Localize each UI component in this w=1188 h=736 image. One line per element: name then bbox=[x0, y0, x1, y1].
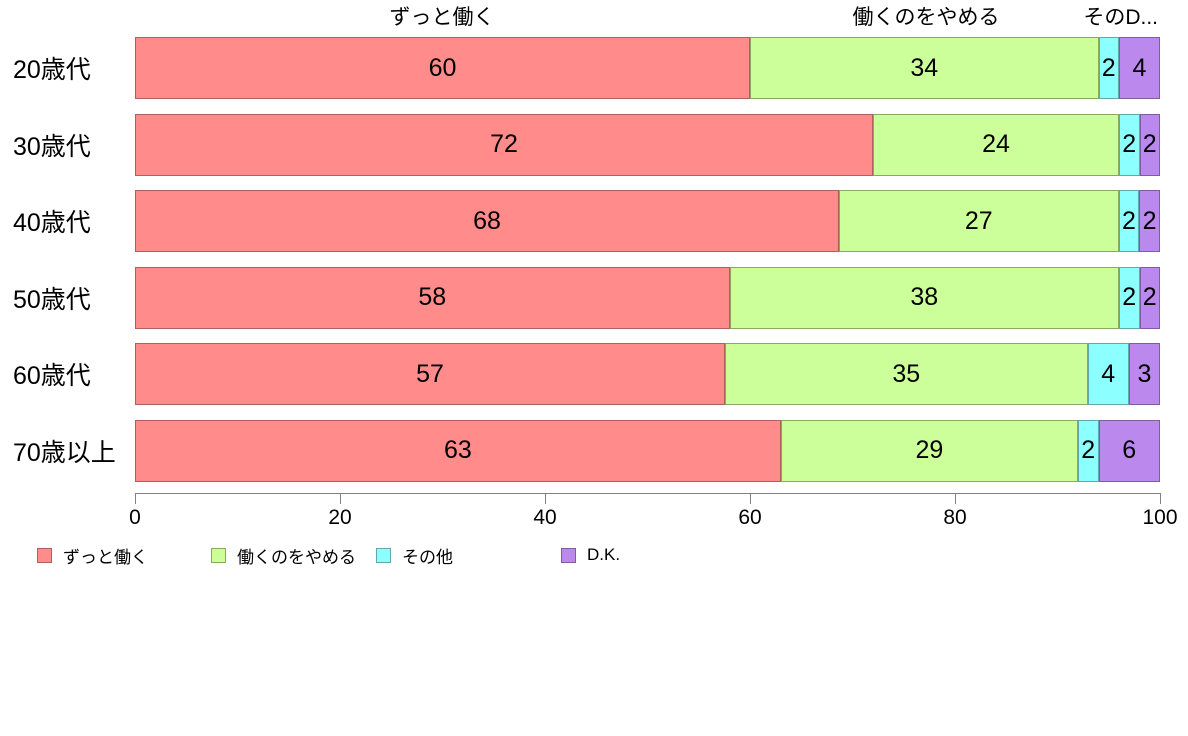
x-tick-label: 20 bbox=[328, 506, 352, 529]
legend-item: 働くのをやめる bbox=[211, 544, 356, 567]
bar-segment: 2 bbox=[1119, 113, 1140, 176]
bar-segment: 24 bbox=[873, 113, 1119, 176]
bar-segment: 2 bbox=[1119, 266, 1140, 329]
bar-segment: 29 bbox=[780, 419, 1078, 482]
category-label: 50歳代 bbox=[13, 285, 91, 314]
bar-segment: 57 bbox=[135, 343, 726, 406]
stacked-bar: 72 24 2 2 bbox=[135, 113, 1160, 176]
bar-segment-value: 6 bbox=[1122, 436, 1137, 465]
bar-segment: 63 bbox=[135, 419, 781, 482]
bar-segment: 60 bbox=[135, 37, 750, 99]
bar-segment-value: 38 bbox=[910, 283, 939, 312]
bar-row: 40歳代 68 27 2 2 bbox=[0, 190, 1188, 253]
bar-segment-value: 68 bbox=[473, 206, 501, 235]
x-tick-mark bbox=[135, 494, 136, 504]
x-tick-mark bbox=[340, 494, 341, 504]
x-tick-mark bbox=[750, 494, 751, 504]
bar-segment: 38 bbox=[729, 266, 1119, 329]
bar-segment: 2 bbox=[1098, 37, 1119, 99]
category-label: 20歳代 bbox=[13, 56, 91, 84]
bar-segment-value: 4 bbox=[1132, 53, 1147, 82]
bar-segment-value: 2 bbox=[1101, 53, 1116, 82]
bar-segment: 58 bbox=[135, 266, 730, 329]
bar-segment: 2 bbox=[1139, 190, 1160, 253]
bar-segment-value: 29 bbox=[915, 436, 944, 465]
bar-row: 50歳代 58 38 2 2 bbox=[0, 266, 1188, 329]
legend-item: ずっと働く bbox=[37, 544, 148, 567]
category-label: 40歳代 bbox=[13, 209, 91, 238]
bar-segment-value: 63 bbox=[443, 436, 472, 465]
legend-swatch bbox=[561, 547, 576, 563]
stacked-bar: 68 27 2 2 bbox=[135, 190, 1160, 253]
stacked-bar: 63 29 2 6 bbox=[135, 419, 1160, 482]
bar-segment: 27 bbox=[839, 190, 1119, 253]
bar-segment-value: 24 bbox=[982, 130, 1010, 159]
legend-item: D.K. bbox=[561, 544, 620, 566]
x-tick-label: 100 bbox=[1142, 506, 1178, 529]
bar-segment: 4 bbox=[1119, 37, 1160, 99]
series-label-hataraku-no-wo-yameru: 働くのをやめる bbox=[852, 6, 1000, 29]
category-label: 70歳以上 bbox=[13, 438, 116, 467]
bar-row: 70歳以上 63 29 2 6 bbox=[0, 419, 1188, 482]
bar-segment: 2 bbox=[1139, 113, 1160, 176]
series-label-sonota-dk-truncated: そのD... bbox=[1083, 6, 1158, 29]
x-tick-label: 80 bbox=[943, 506, 967, 529]
bar-segment-value: 57 bbox=[416, 359, 444, 388]
x-axis-line bbox=[135, 493, 1161, 494]
bar-segment-value: 4 bbox=[1101, 359, 1116, 388]
legend-label: 働くのをやめる bbox=[237, 547, 356, 567]
bar-segment-value: 35 bbox=[892, 359, 921, 388]
x-tick-label: 40 bbox=[533, 506, 557, 529]
x-tick-mark bbox=[1160, 494, 1161, 504]
legend-swatch bbox=[37, 547, 52, 563]
bar-segment-value: 2 bbox=[1122, 130, 1137, 159]
bar-segment: 4 bbox=[1087, 343, 1129, 406]
bar-segment-value: 2 bbox=[1142, 283, 1157, 312]
legend-swatch bbox=[376, 547, 391, 563]
bar-segment-value: 2 bbox=[1081, 436, 1096, 465]
bar-segment: 34 bbox=[750, 37, 1099, 99]
stacked-bar: 58 38 2 2 bbox=[135, 266, 1160, 329]
bar-segment-value: 2 bbox=[1142, 130, 1157, 159]
category-label: 60歳代 bbox=[13, 362, 91, 391]
legend-label: その他 bbox=[402, 547, 453, 567]
bar-segment-value: 3 bbox=[1137, 359, 1152, 388]
legend-item: その他 bbox=[376, 544, 453, 567]
category-label: 30歳代 bbox=[13, 132, 91, 161]
bar-segment: 6 bbox=[1098, 419, 1160, 482]
bar-segment-value: 34 bbox=[910, 53, 939, 82]
stacked-bar: 60 34 2 4 bbox=[135, 37, 1160, 99]
legend-label: D.K. bbox=[587, 545, 621, 564]
stacked-bar: 57 35 4 3 bbox=[135, 343, 1160, 406]
x-tick-mark bbox=[955, 494, 956, 504]
series-label-zutto-hataraku: ずっと働く bbox=[389, 6, 495, 29]
bar-segment: 2 bbox=[1118, 190, 1140, 253]
legend-swatch bbox=[211, 547, 226, 563]
x-tick-mark bbox=[545, 494, 546, 504]
bar-segment: 3 bbox=[1128, 343, 1160, 406]
bar-row: 20歳代 60 34 2 4 bbox=[0, 37, 1188, 99]
bar-segment: 72 bbox=[135, 113, 873, 176]
legend-label: ずっと働く bbox=[63, 547, 148, 567]
bar-segment-value: 2 bbox=[1121, 206, 1136, 235]
bar-row: 60歳代 57 35 4 3 bbox=[0, 343, 1188, 406]
bar-segment: 68 bbox=[135, 190, 840, 253]
x-tick-label: 60 bbox=[738, 506, 762, 529]
bar-segment: 2 bbox=[1139, 266, 1160, 329]
bar-segment: 35 bbox=[725, 343, 1088, 406]
bar-segment: 2 bbox=[1078, 419, 1099, 482]
bar-row: 30歳代 72 24 2 2 bbox=[0, 113, 1188, 176]
bar-segment-value: 58 bbox=[418, 283, 447, 312]
plot-area: 20歳代 60 34 2 4 30歳代 72 24 2 2 40歳代 68 27 2 2 50歳代 58 38 2 2… bbox=[0, 37, 1188, 482]
bar-segment-value: 2 bbox=[1142, 206, 1157, 235]
legend: ずっと働く 働くのをやめる その他 D.K. bbox=[0, 544, 1188, 567]
bar-segment-value: 72 bbox=[490, 130, 518, 159]
bar-segment-value: 27 bbox=[964, 206, 993, 235]
bar-segment-value: 60 bbox=[428, 53, 457, 82]
x-tick-label: 0 bbox=[129, 506, 141, 529]
bar-segment-value: 2 bbox=[1122, 283, 1137, 312]
